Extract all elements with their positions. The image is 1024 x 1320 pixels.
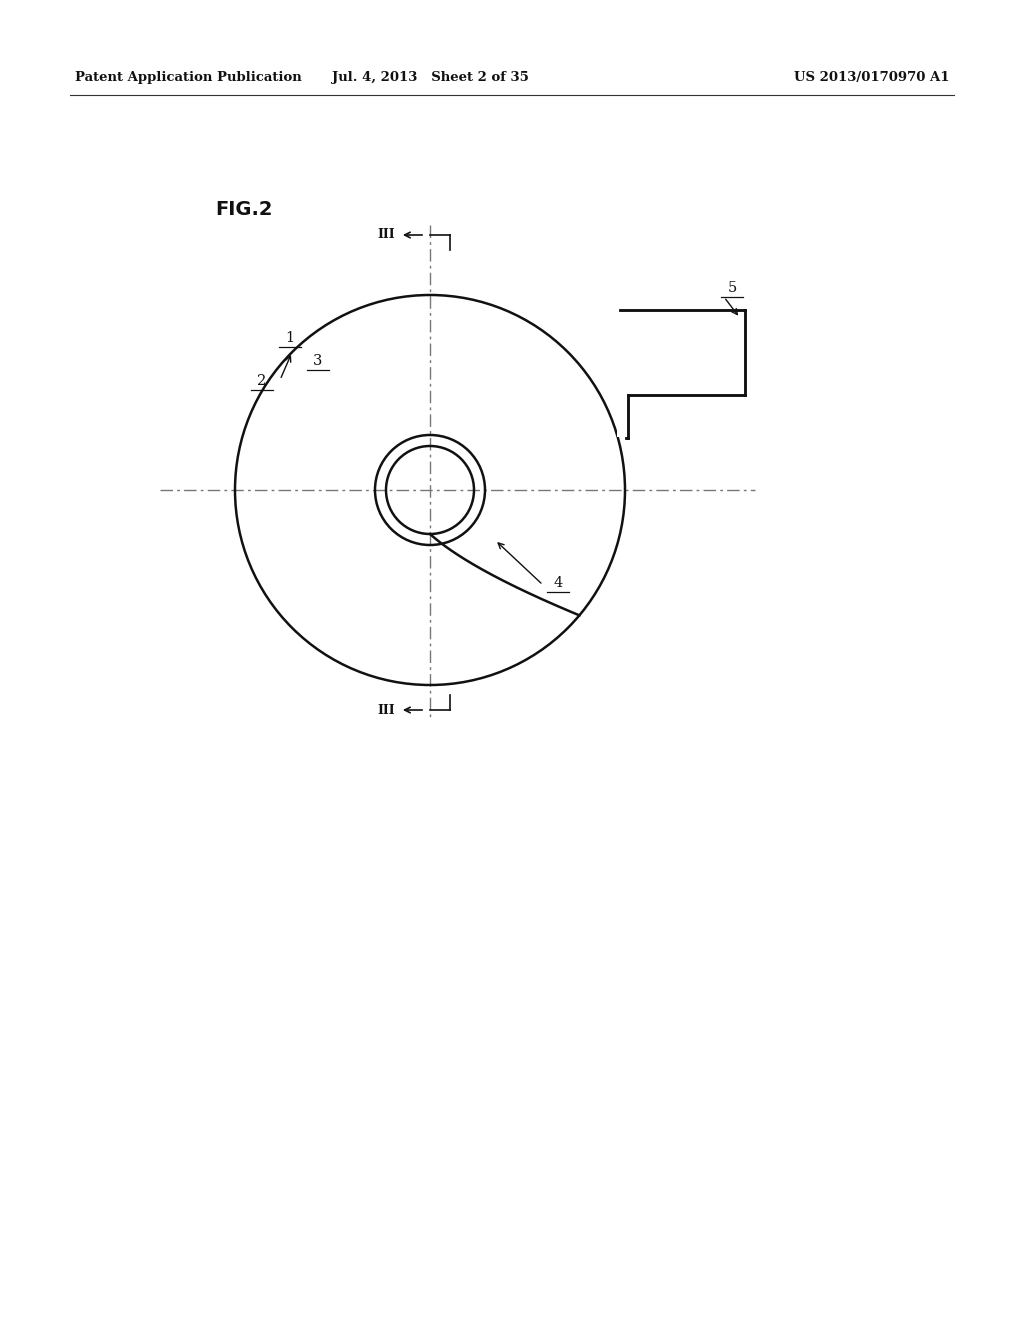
Text: Patent Application Publication: Patent Application Publication: [75, 71, 302, 84]
Text: Jul. 4, 2013   Sheet 2 of 35: Jul. 4, 2013 Sheet 2 of 35: [332, 71, 528, 84]
Text: 4: 4: [553, 576, 562, 590]
Text: III: III: [378, 228, 395, 242]
Text: III: III: [378, 704, 395, 717]
Text: 5: 5: [727, 281, 736, 294]
Bar: [620, 310, 746, 438]
Text: 1: 1: [286, 331, 295, 345]
Text: US 2013/0170970 A1: US 2013/0170970 A1: [795, 71, 950, 84]
Text: FIG.2: FIG.2: [215, 201, 272, 219]
Bar: [617, 312, 631, 437]
Text: 3: 3: [313, 354, 323, 368]
Text: 2: 2: [257, 374, 266, 388]
